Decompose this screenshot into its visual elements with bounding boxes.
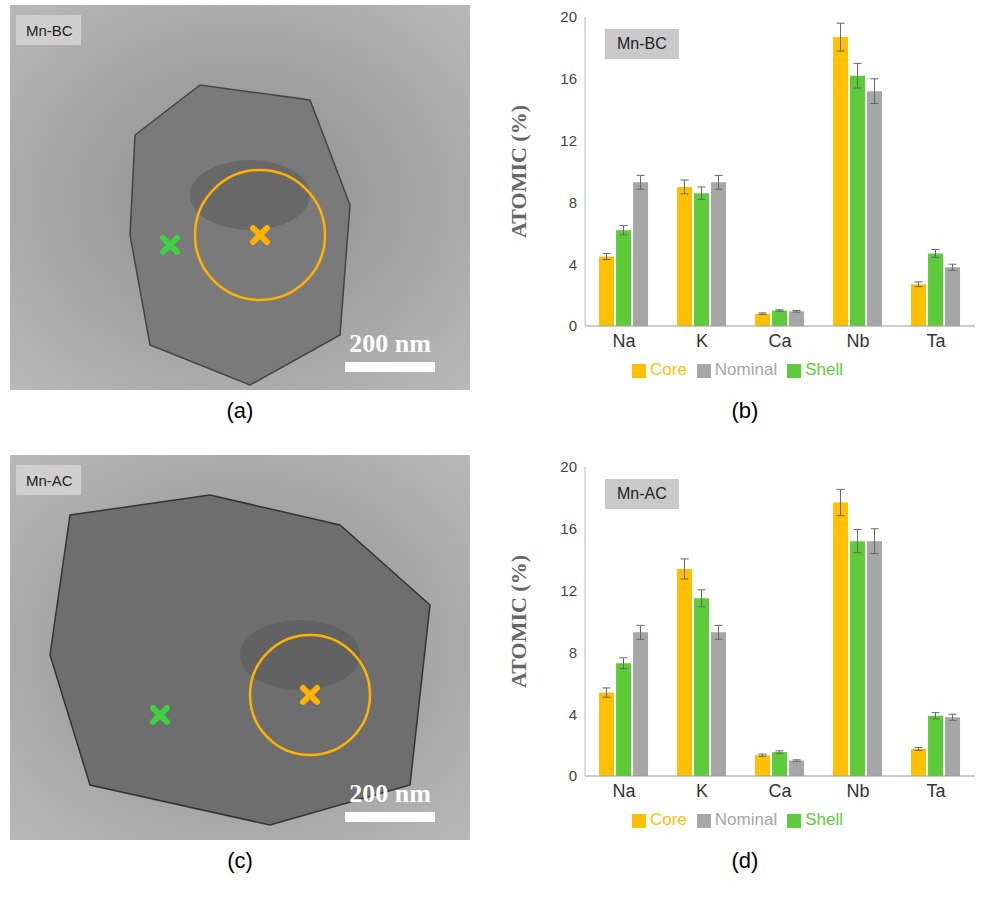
svg-text:Ta: Ta <box>926 331 946 351</box>
html-text:Nominal: Nominal <box>714 810 778 829</box>
svg-text:12: 12 <box>560 132 577 149</box>
svg-text:Na: Na <box>612 781 636 801</box>
svg-text:Mn-BC: Mn-BC <box>26 22 73 39</box>
html-text:(b): (b) <box>731 398 759 423</box>
svg-text:Ca: Ca <box>768 781 792 801</box>
html-text:Core: Core <box>650 810 687 829</box>
svg-text:Nb: Nb <box>846 331 869 351</box>
svg-text:20: 20 <box>560 458 577 475</box>
html-text:(c): (c) <box>227 848 253 873</box>
svg-text:ATOMIC (%): ATOMIC (%) <box>506 105 531 238</box>
svg-text:12: 12 <box>560 582 577 599</box>
svg-text:20: 20 <box>560 8 577 25</box>
svg-text:0: 0 <box>569 317 577 334</box>
html-text:Nominal: Nominal <box>714 360 778 379</box>
svg-text:ATOMIC (%): ATOMIC (%) <box>506 555 531 688</box>
svg-text:Na: Na <box>612 331 636 351</box>
svg-text:K: K <box>696 781 708 801</box>
svg-text:4: 4 <box>569 706 577 723</box>
html-text:(d): (d) <box>731 848 759 873</box>
svg-text:Ta: Ta <box>926 781 946 801</box>
svg-text:16: 16 <box>560 70 577 87</box>
svg-text:Ca: Ca <box>768 331 792 351</box>
svg-text:200 nm: 200 nm <box>349 779 431 808</box>
svg-text:Mn-AC: Mn-AC <box>26 472 73 489</box>
svg-text:8: 8 <box>569 644 577 661</box>
svg-text:0: 0 <box>569 767 577 784</box>
svg-text:K: K <box>696 331 708 351</box>
html-text:Shell: Shell <box>805 360 843 379</box>
html-text:Mn-AC: Mn-AC <box>617 485 667 502</box>
html-text:Shell: Shell <box>805 810 843 829</box>
html-text:(a): (a) <box>226 398 254 423</box>
svg-text:4: 4 <box>569 256 577 273</box>
svg-text:8: 8 <box>569 194 577 211</box>
html-text:Mn-BC: Mn-BC <box>617 35 667 52</box>
svg-text:16: 16 <box>560 520 577 537</box>
html-text:Core: Core <box>650 360 687 379</box>
svg-text:200 nm: 200 nm <box>349 329 431 358</box>
svg-text:Nb: Nb <box>846 781 869 801</box>
